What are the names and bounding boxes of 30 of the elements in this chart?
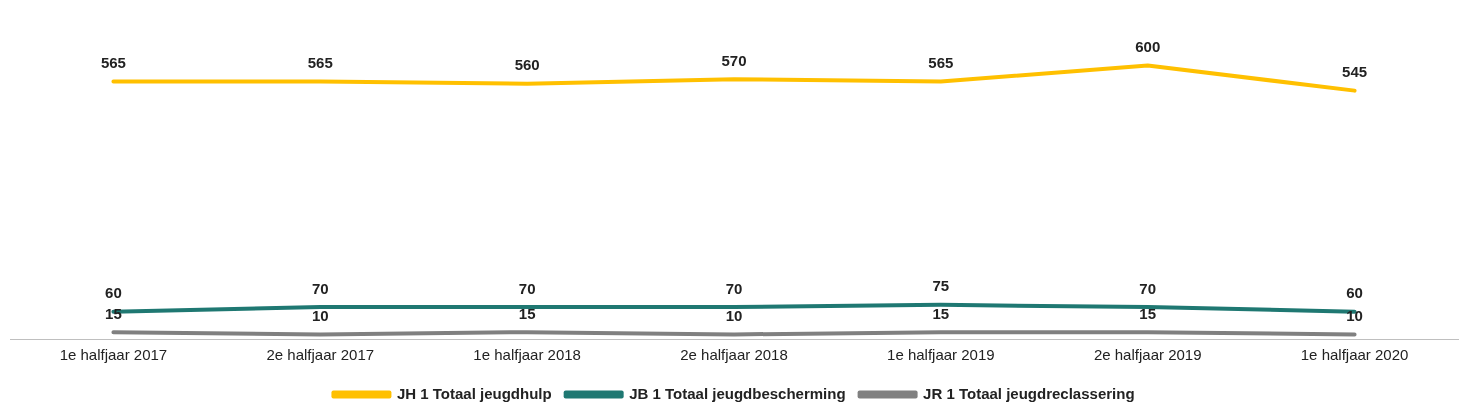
data-label: 10 xyxy=(1346,307,1363,325)
data-label: 15 xyxy=(932,304,950,322)
data-label: 10 xyxy=(725,307,743,325)
data-label: 70 xyxy=(518,279,536,297)
data-label: 10 xyxy=(311,307,329,325)
data-label: 70 xyxy=(1139,279,1157,297)
data-label: 545 xyxy=(1342,63,1368,81)
data-label: 565 xyxy=(100,54,126,72)
data-label: 570 xyxy=(721,51,747,69)
data-label: 15 xyxy=(1139,304,1157,322)
legend-label: JB 1 Totaal jeugdbescherming xyxy=(629,384,846,402)
data-label: 70 xyxy=(311,279,329,297)
x-tick-label: 2e halfjaar 2018 xyxy=(680,346,788,364)
legend-label: JH 1 Totaal jeugdhulp xyxy=(396,384,552,402)
x-tick-label: 2e halfjaar 2019 xyxy=(1093,346,1202,364)
data-label: 60 xyxy=(105,284,122,302)
data-label: 75 xyxy=(932,277,950,295)
data-label: 600 xyxy=(1135,38,1161,56)
legend-label: JR 1 Totaal jeugdreclassering xyxy=(923,384,1135,402)
x-tick-label: 1e halfjaar 2018 xyxy=(473,346,581,364)
data-label: 565 xyxy=(307,54,333,72)
x-tick-label: 1e halfjaar 2017 xyxy=(59,346,168,364)
x-tick-label: 2e halfjaar 2017 xyxy=(266,346,375,364)
data-label: 60 xyxy=(1346,284,1363,302)
data-label: 70 xyxy=(725,279,743,297)
data-label: 565 xyxy=(928,54,954,72)
data-label: 15 xyxy=(518,304,536,322)
x-tick-label: 1e halfjaar 2020 xyxy=(1300,346,1409,364)
data-label: 560 xyxy=(514,56,540,74)
x-tick-label: 1e halfjaar 2019 xyxy=(887,346,995,364)
